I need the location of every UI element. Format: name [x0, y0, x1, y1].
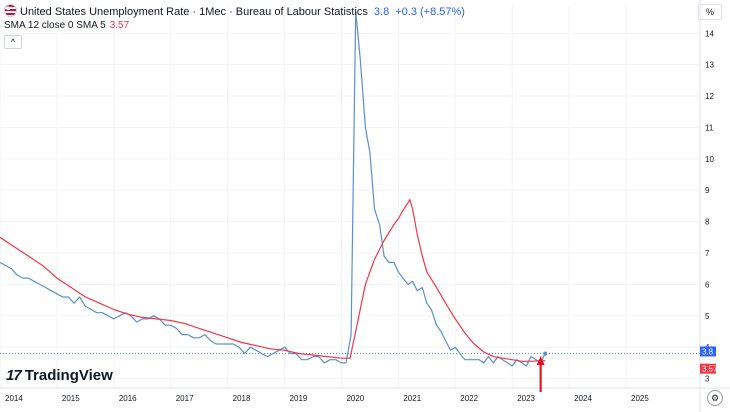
- x-tick-label: 2024: [574, 394, 592, 403]
- y-tick-label: 7: [705, 249, 710, 258]
- change-text: +0.3 (+8.57%): [395, 6, 465, 18]
- x-tick-label: 2019: [290, 394, 308, 403]
- x-tick-label: 2023: [517, 394, 535, 403]
- x-tick-label: 2025: [631, 394, 649, 403]
- tradingview-logo[interactable]: 17 TradingView: [6, 367, 113, 384]
- y-tick-label: 12: [705, 92, 714, 101]
- time-scale[interactable]: 2014 2015 2016 2017 2018 2019 2020 2021 2022 2023…: [5, 394, 649, 403]
- chart-legend-title[interactable]: United States Unemployment Rate · 1Mec ·…: [4, 4, 465, 18]
- y-tick-label: 5: [705, 312, 710, 321]
- tradingview-logo-mark: 17: [6, 367, 22, 384]
- scale-value-text: 3.8: [702, 347, 714, 356]
- y-tick-label: 8: [705, 218, 710, 227]
- x-tick-label: 2020: [346, 394, 364, 403]
- series-layer: [0, 10, 548, 367]
- us-flag-icon: [4, 4, 17, 17]
- red-arrow-annotation: [536, 356, 545, 392]
- arrow-head: [536, 356, 545, 365]
- series-line-unemployment_rate: [0, 10, 546, 367]
- x-tick-label: 2015: [62, 394, 80, 403]
- indicator-label: SMA 12 close 0 SMA 5: [4, 20, 106, 31]
- x-tick-label: 2022: [460, 394, 478, 403]
- last-value-text: 3.8: [373, 6, 390, 18]
- y-tick-label: 11: [705, 123, 714, 132]
- y-tick-label: 3: [705, 375, 710, 384]
- scale-value-badge: [700, 346, 716, 357]
- indicator-legend[interactable]: SMA 12 close 0 SMA 5 3.57: [4, 20, 129, 31]
- y-tick-label: 14: [705, 29, 714, 38]
- settings-icon[interactable]: ⚙: [707, 390, 723, 406]
- indicator-value: 3.57: [109, 20, 130, 31]
- x-tick-label: 2017: [176, 394, 194, 403]
- price-scale[interactable]: 34567891011121314: [705, 29, 714, 383]
- scale-value-text: 3.57: [702, 365, 718, 374]
- x-tick-label: 2014: [5, 394, 23, 403]
- series-line-sma: [0, 199, 546, 362]
- x-tick-label: 2021: [403, 394, 421, 403]
- scale-value-badge: [700, 363, 716, 374]
- x-tick-label: 2016: [119, 394, 137, 403]
- last-value-labels: 3.8 3.57: [700, 346, 718, 374]
- last-point-marker: [543, 351, 548, 356]
- percent-scale-button[interactable]: %: [698, 4, 722, 20]
- y-tick-label: 10: [705, 155, 714, 164]
- y-tick-label: 6: [705, 280, 710, 289]
- y-tick-label: 13: [705, 61, 714, 70]
- y-tick-label: 9: [705, 186, 710, 195]
- tradingview-logo-text: TradingView: [24, 367, 113, 384]
- collapse-legend-button[interactable]: ^: [4, 35, 22, 49]
- symbol-title: United States Unemployment Rate · 1Mec ·…: [20, 6, 368, 18]
- x-tick-label: 2018: [233, 394, 251, 403]
